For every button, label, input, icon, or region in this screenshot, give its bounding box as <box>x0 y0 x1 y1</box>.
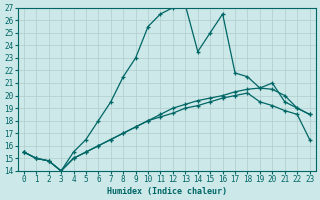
X-axis label: Humidex (Indice chaleur): Humidex (Indice chaleur) <box>107 187 227 196</box>
